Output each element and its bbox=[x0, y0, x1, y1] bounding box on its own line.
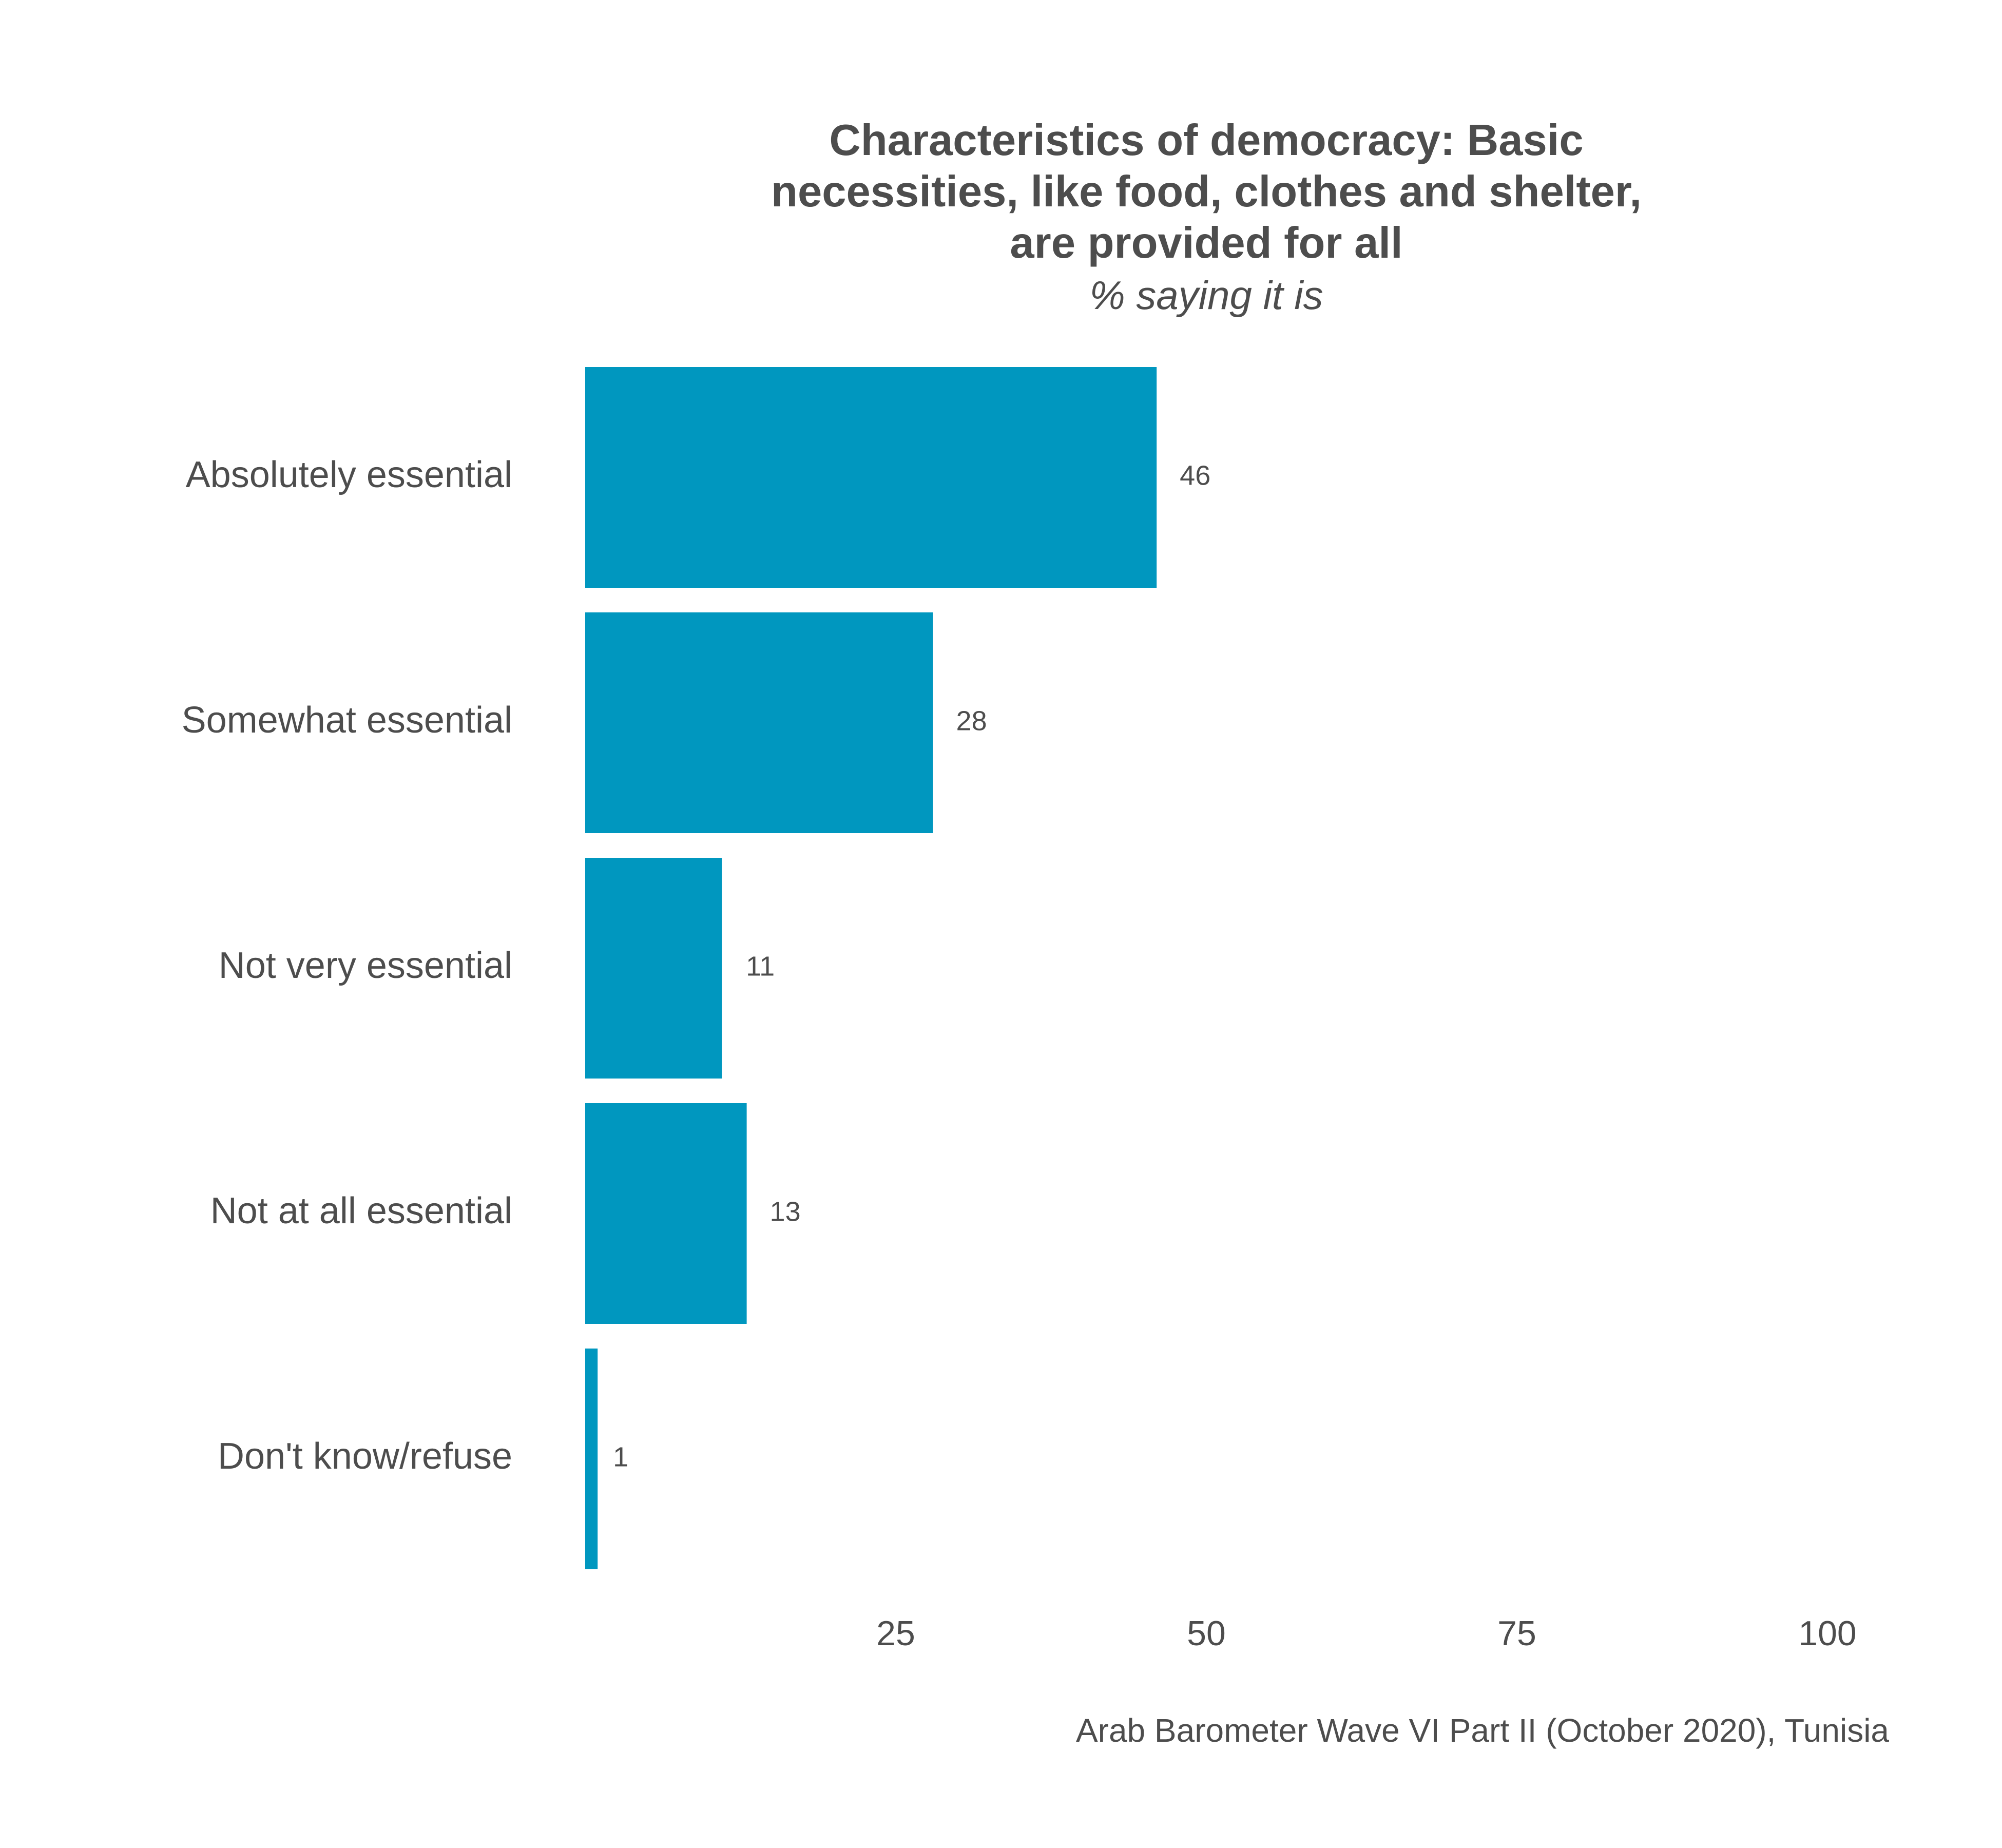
bars-group bbox=[585, 367, 1157, 1569]
category-label-4: Don't know/refuse bbox=[218, 1436, 512, 1477]
x-axis-tick-labels: 25 50 75 100 bbox=[876, 1614, 1857, 1653]
category-label-0: Absolutely essential bbox=[186, 454, 512, 495]
chart-title-line-2: necessities, like food, clothes and shel… bbox=[771, 167, 1642, 216]
value-label-1: 28 bbox=[956, 705, 987, 736]
value-label-3: 13 bbox=[770, 1196, 801, 1227]
bar-2 bbox=[585, 858, 722, 1079]
category-label-2: Not very essential bbox=[219, 945, 512, 986]
chart-title: Characteristics of democracy: Basic nece… bbox=[771, 116, 1642, 267]
value-label-2: 11 bbox=[746, 951, 775, 981]
chart-subtitle: % saying it is bbox=[1089, 273, 1323, 318]
bar-0 bbox=[585, 367, 1157, 588]
chart-title-line-3: are provided for all bbox=[1010, 219, 1402, 267]
x-tick-label-1: 50 bbox=[1187, 1614, 1226, 1653]
value-label-4: 1 bbox=[613, 1441, 628, 1472]
category-labels: Absolutely essential Somewhat essential No… bbox=[182, 454, 512, 1477]
category-label-3: Not at all essential bbox=[210, 1190, 512, 1231]
chart-title-line-1: Characteristics of democracy: Basic bbox=[829, 116, 1583, 165]
category-label-1: Somewhat essential bbox=[182, 700, 512, 741]
bar-4 bbox=[585, 1349, 598, 1569]
x-tick-label-3: 100 bbox=[1798, 1614, 1856, 1653]
bar-3 bbox=[585, 1103, 747, 1324]
bar-1 bbox=[585, 612, 933, 833]
x-tick-label-2: 75 bbox=[1497, 1614, 1536, 1653]
x-tick-label-0: 25 bbox=[876, 1614, 915, 1653]
value-label-0: 46 bbox=[1180, 460, 1210, 491]
value-labels: 46 28 11 13 1 bbox=[613, 460, 1210, 1472]
source-caption: Arab Barometer Wave VI Part II (October … bbox=[1076, 1712, 1889, 1749]
